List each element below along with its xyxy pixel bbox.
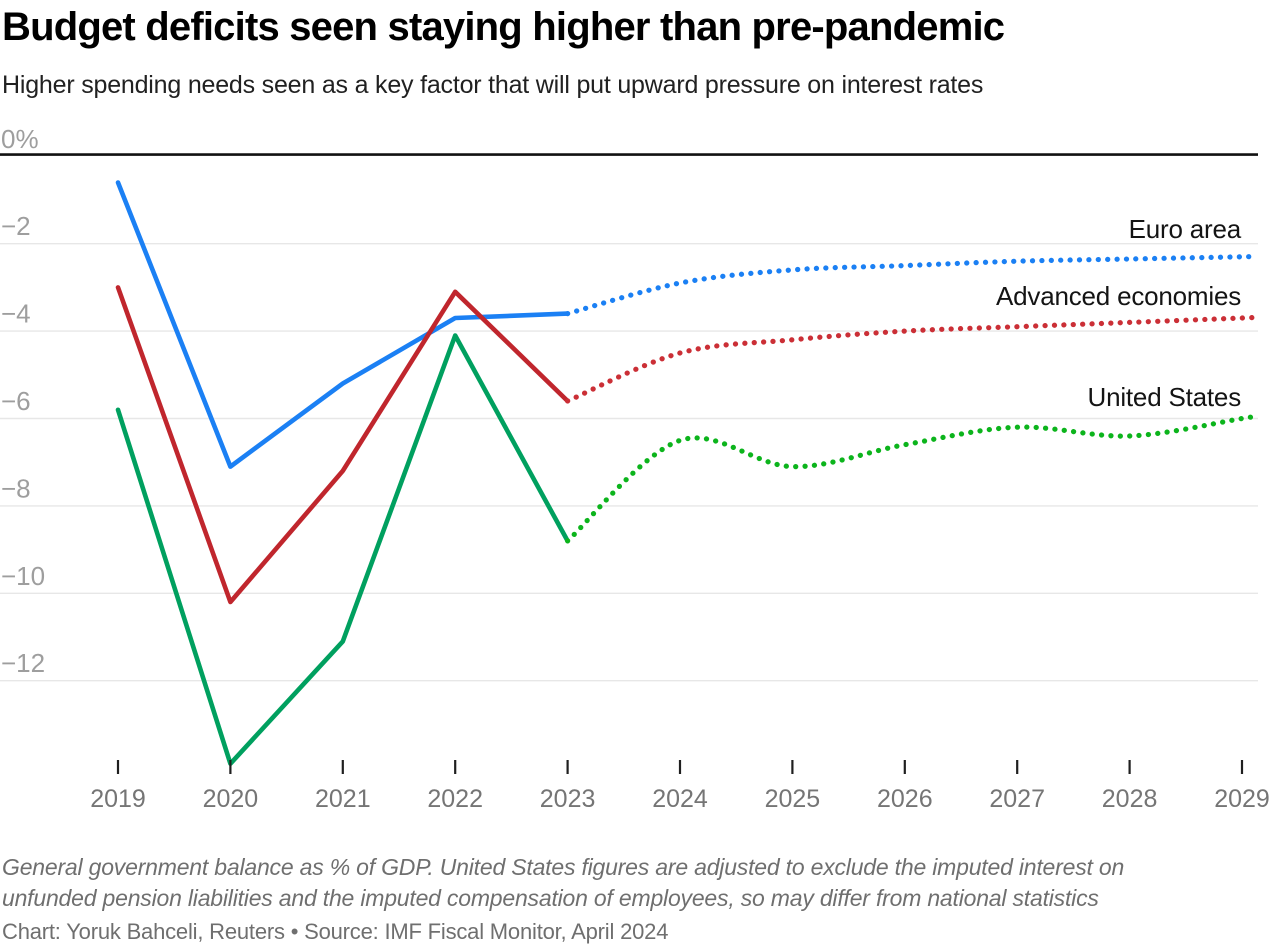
chart-title: Budget deficits seen staying higher than… — [2, 5, 1005, 49]
x-axis-label: 2023 — [540, 785, 596, 813]
y-axis-label: −8 — [1, 473, 31, 503]
chart-subtitle: Higher spending needs seen as a key fact… — [2, 71, 984, 99]
y-axis-label: −10 — [1, 561, 45, 591]
x-axis-label: 2025 — [765, 785, 821, 813]
legend-label-united-states: United States — [1088, 382, 1242, 412]
x-axis-label: 2022 — [427, 785, 483, 813]
x-axis-label: 2024 — [652, 785, 708, 813]
legend-label-euro-area: Euro area — [1129, 214, 1242, 244]
series-line-forecast-euro-area — [565, 253, 1259, 317]
x-axis-label: 2020 — [203, 785, 259, 813]
x-axis-label: 2028 — [1102, 785, 1158, 813]
series-line-historical-united-states — [115, 333, 570, 766]
y-axis-label: 0% — [1, 124, 39, 154]
x-axis-label: 2027 — [989, 785, 1045, 813]
x-axis-layer: 2019 2020 2021 2022 2023 2024 2025 2026 2027 2028… — [90, 760, 1270, 813]
series-line-forecast-united-states — [565, 413, 1259, 544]
y-axis-label: −12 — [1, 648, 45, 678]
y-axis-label: −4 — [1, 299, 31, 329]
series-line-historical-advanced-economies — [115, 285, 570, 605]
credit-line: Chart: Yoruk Bahceli, Reuters • Source: … — [2, 919, 669, 944]
footnote: General government balance as % of GDP. … — [2, 854, 1125, 911]
y-axis-label: −6 — [1, 386, 31, 416]
series-line-historical-euro-area — [115, 180, 570, 469]
series-line-forecast-advanced-economies — [565, 314, 1259, 404]
x-axis-label: 2026 — [877, 785, 933, 813]
x-axis-label: 2029 — [1214, 785, 1270, 813]
legend-label-advanced-economies: Advanced economies — [996, 281, 1241, 311]
series-layer — [115, 180, 1259, 766]
x-axis-label: 2021 — [315, 785, 371, 813]
x-axis-label: 2019 — [90, 785, 146, 813]
grid-layer: 0% −2 −4 −6 −8 −10 −12 — [0, 124, 1258, 682]
legend-layer: Euro area Advanced economies United States — [996, 214, 1242, 412]
y-axis-label: −2 — [1, 211, 31, 241]
